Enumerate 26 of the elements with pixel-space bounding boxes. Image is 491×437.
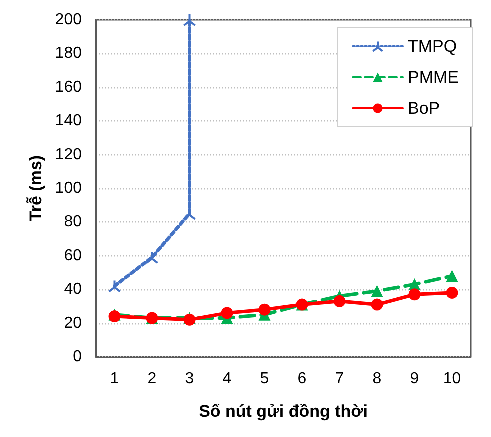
- y-tick-label: 80: [64, 214, 82, 231]
- legend-label: PMME: [408, 68, 459, 87]
- x-tick-label: 4: [222, 370, 232, 388]
- x-tick-label: 1: [110, 370, 120, 388]
- y-tick-label: 140: [55, 112, 82, 130]
- y-tick-label: 60: [64, 247, 82, 264]
- x-tick-label: 6: [298, 370, 307, 388]
- x-tick-label: 3: [185, 370, 194, 388]
- y-tick-label: 180: [55, 45, 82, 62]
- x-tick-label: 10: [443, 370, 462, 388]
- x-tick-label: 2: [148, 370, 157, 388]
- y-tick-label: 0: [73, 348, 82, 366]
- x-tick-label: 9: [410, 370, 420, 388]
- y-tick-label: 160: [55, 78, 82, 96]
- x-tick-label: 8: [372, 370, 382, 388]
- y-tick-label: 100: [55, 180, 82, 197]
- y-tick-label: 20: [64, 314, 82, 332]
- y-tick-label: 40: [64, 281, 82, 298]
- x-axis-title: Số nút gửi đồng thời: [199, 402, 368, 421]
- y-tick-label: 200: [55, 12, 82, 28]
- legend-label: TMPQ: [408, 37, 458, 56]
- y-axis-title: Trễ (ms): [26, 155, 46, 222]
- y-tick-label: 120: [55, 146, 82, 164]
- x-tick-label: 7: [335, 370, 344, 388]
- x-tick-label: 5: [260, 370, 270, 388]
- legend-label: BoP: [408, 99, 440, 118]
